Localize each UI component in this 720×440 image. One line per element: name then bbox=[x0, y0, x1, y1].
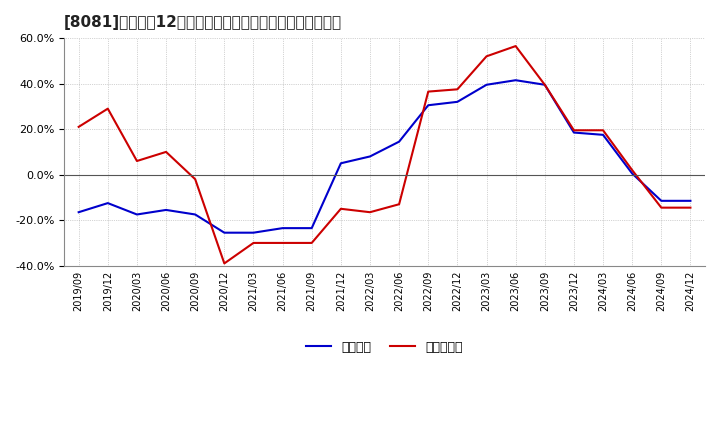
経常利益 bbox=[657, 198, 665, 203]
当期純利益 bbox=[191, 176, 199, 182]
経常利益 bbox=[686, 198, 695, 203]
経常利益 bbox=[366, 154, 374, 159]
経常利益 bbox=[249, 230, 258, 235]
当期純利益 bbox=[424, 89, 433, 94]
経常利益 bbox=[424, 103, 433, 108]
経常利益 bbox=[132, 212, 141, 217]
当期純利益 bbox=[686, 205, 695, 210]
当期純利益 bbox=[657, 205, 665, 210]
経常利益 bbox=[395, 139, 403, 144]
経常利益 bbox=[191, 212, 199, 217]
経常利益 bbox=[278, 225, 287, 231]
Legend: 経常利益, 当期純利益: 経常利益, 当期純利益 bbox=[302, 336, 468, 359]
経常利益 bbox=[307, 225, 316, 231]
当期純利益 bbox=[395, 202, 403, 207]
当期純利益 bbox=[104, 106, 112, 111]
Text: [8081]　利益だ12か月移動合計の対前年同期増減率の推移: [8081] 利益だ12か月移動合計の対前年同期増減率の推移 bbox=[64, 15, 342, 30]
経常利益 bbox=[104, 201, 112, 206]
経常利益 bbox=[570, 130, 578, 135]
当期純利益 bbox=[307, 240, 316, 246]
当期純利益 bbox=[366, 209, 374, 215]
当期純利益 bbox=[220, 261, 229, 266]
当期純利益 bbox=[278, 240, 287, 246]
経常利益 bbox=[541, 82, 549, 88]
当期純利益 bbox=[249, 240, 258, 246]
当期純利益 bbox=[541, 82, 549, 88]
当期純利益 bbox=[628, 168, 636, 173]
Line: 当期純利益: 当期純利益 bbox=[78, 46, 690, 264]
当期純利益 bbox=[570, 128, 578, 133]
当期純利益 bbox=[336, 206, 345, 212]
経常利益 bbox=[482, 82, 491, 88]
経常利益 bbox=[511, 77, 520, 83]
当期純利益 bbox=[599, 128, 608, 133]
当期純利益 bbox=[453, 87, 462, 92]
当期純利益 bbox=[162, 149, 171, 154]
当期純利益 bbox=[482, 54, 491, 59]
経常利益 bbox=[599, 132, 608, 137]
当期純利益 bbox=[511, 44, 520, 49]
経常利益 bbox=[336, 161, 345, 166]
経常利益 bbox=[453, 99, 462, 104]
経常利益 bbox=[628, 171, 636, 176]
経常利益 bbox=[74, 209, 83, 215]
当期純利益 bbox=[132, 158, 141, 164]
経常利益 bbox=[162, 207, 171, 213]
経常利益 bbox=[220, 230, 229, 235]
Line: 経常利益: 経常利益 bbox=[78, 80, 690, 233]
当期純利益 bbox=[74, 124, 83, 129]
